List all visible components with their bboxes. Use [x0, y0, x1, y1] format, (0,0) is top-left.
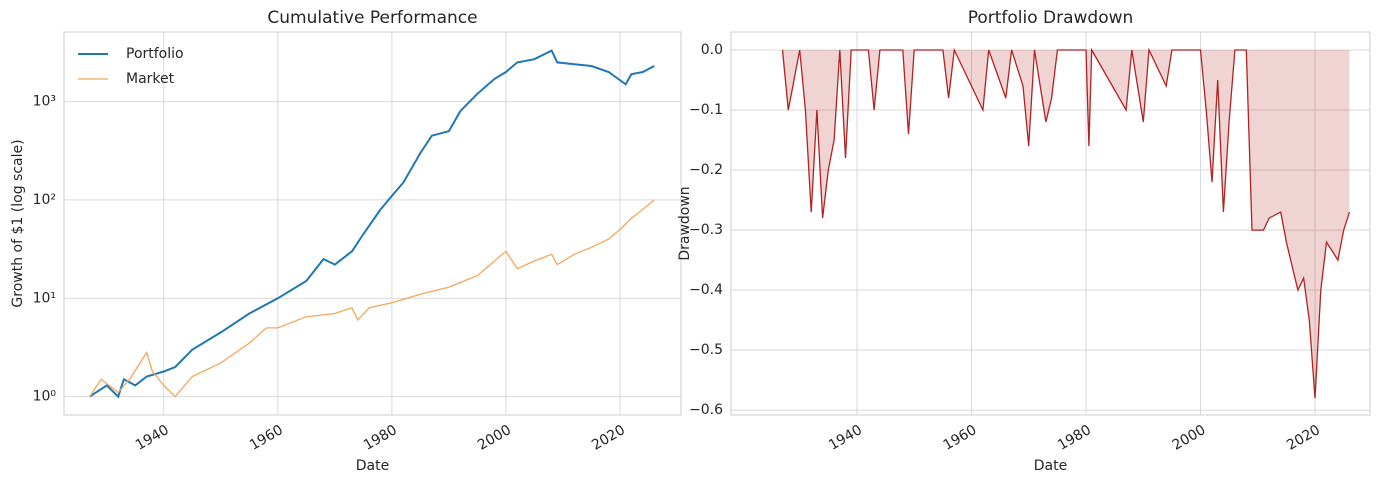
axes-frame	[63, 31, 682, 416]
x-tick-label: 1980	[361, 422, 400, 454]
y-tick-label: 10¹	[33, 290, 56, 306]
axes-frame	[730, 31, 1371, 416]
x-tick-label: 1960	[941, 422, 980, 454]
y-tick-label: −0.3	[689, 222, 723, 238]
x-tick-label: 1960	[247, 422, 286, 454]
x-tick-label: 2020	[589, 422, 628, 454]
legend-label: Portfolio	[126, 46, 184, 62]
x-tick-label: 2000	[475, 422, 514, 454]
y-axis-label: Drawdown	[677, 186, 693, 260]
drawdown-line	[781, 47, 1351, 399]
y-tick-label: 10³	[33, 94, 56, 110]
legend-label: Market	[126, 71, 175, 87]
x-axis-label: Date	[1034, 458, 1067, 474]
y-tick-label: −0.4	[689, 282, 723, 298]
x-tick-label: 2020	[1284, 422, 1323, 454]
y-tick-label: −0.1	[689, 102, 723, 118]
x-axis-label: Date	[356, 458, 389, 474]
y-tick-label: 0.0	[701, 42, 723, 58]
x-tick-label: 1940	[826, 422, 865, 454]
y-tick-label: −0.5	[689, 342, 723, 358]
x-tick-label: 1980	[1055, 422, 1094, 454]
y-axis-label: Growth of $1 (log scale)	[10, 139, 26, 307]
chart-title: Cumulative Performance	[267, 8, 477, 28]
y-tick-label: −0.6	[689, 402, 723, 418]
y-tick-label: 10²	[33, 192, 56, 208]
series-line	[89, 49, 655, 399]
chart-title: Portfolio Drawdown	[968, 8, 1134, 28]
drawdown-area	[782, 50, 1350, 399]
y-tick-label: −0.2	[689, 162, 723, 178]
x-tick-label: 1940	[133, 422, 172, 454]
y-tick-label: 10⁰	[33, 389, 57, 405]
x-tick-label: 2000	[1170, 422, 1209, 454]
series-line	[89, 199, 655, 398]
